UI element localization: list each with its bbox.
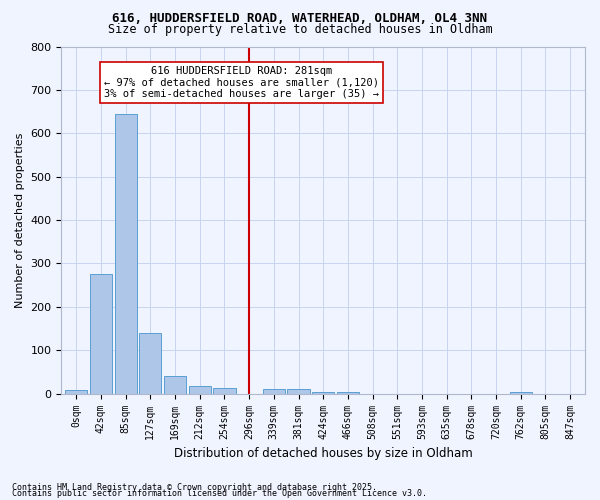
Bar <box>90 274 112 394</box>
Bar <box>263 390 285 394</box>
Y-axis label: Number of detached properties: Number of detached properties <box>15 132 25 308</box>
Bar <box>139 333 161 394</box>
Text: Contains public sector information licensed under the Open Government Licence v3: Contains public sector information licen… <box>12 488 427 498</box>
Bar <box>65 390 88 394</box>
Text: Size of property relative to detached houses in Oldham: Size of property relative to detached ho… <box>107 22 493 36</box>
Bar <box>312 392 334 394</box>
X-axis label: Distribution of detached houses by size in Oldham: Distribution of detached houses by size … <box>174 447 473 460</box>
Bar <box>188 386 211 394</box>
Bar <box>287 390 310 394</box>
Bar <box>115 114 137 394</box>
Bar <box>509 392 532 394</box>
Bar <box>213 388 236 394</box>
Text: Contains HM Land Registry data © Crown copyright and database right 2025.: Contains HM Land Registry data © Crown c… <box>12 484 377 492</box>
Bar <box>337 392 359 394</box>
Text: 616 HUDDERSFIELD ROAD: 281sqm
← 97% of detached houses are smaller (1,120)
3% of: 616 HUDDERSFIELD ROAD: 281sqm ← 97% of d… <box>104 66 379 99</box>
Bar <box>164 376 186 394</box>
Text: 616, HUDDERSFIELD ROAD, WATERHEAD, OLDHAM, OL4 3NN: 616, HUDDERSFIELD ROAD, WATERHEAD, OLDHA… <box>113 12 487 26</box>
